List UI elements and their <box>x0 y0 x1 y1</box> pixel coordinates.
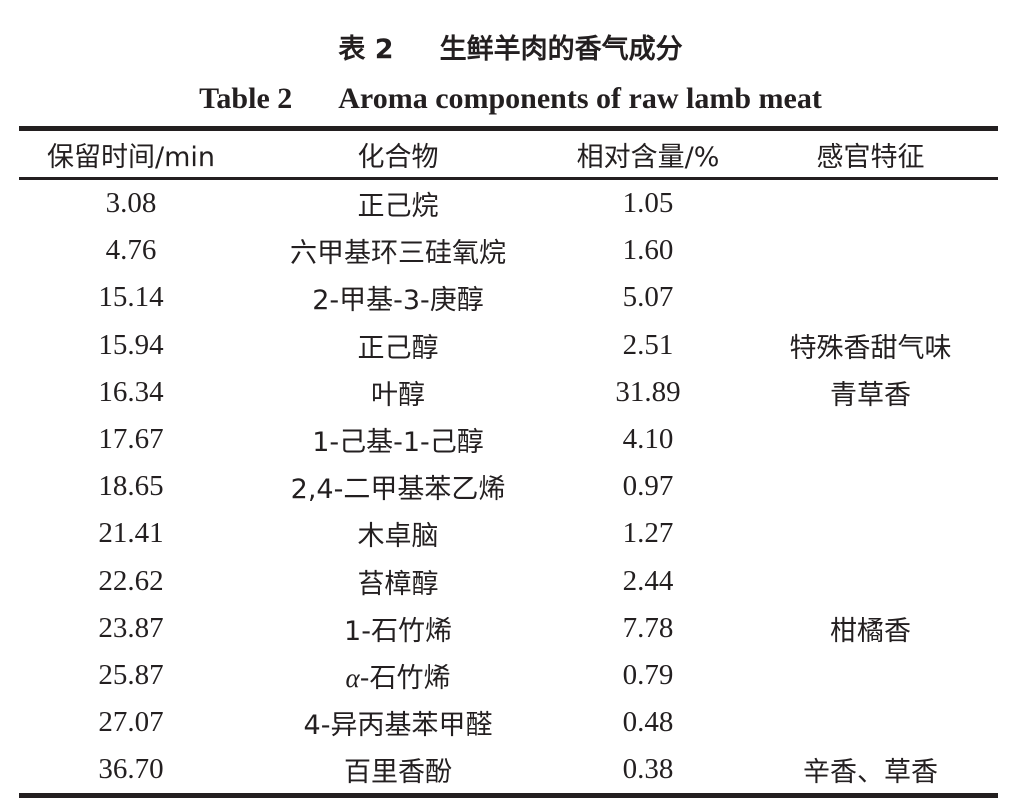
cell-relative-content: 2.44 <box>622 564 674 597</box>
cell-sensory-character <box>743 416 998 463</box>
cell-compound: 叶醇 <box>371 379 425 411</box>
table-row: 23.87 1-石竹烯 7.78 柑橘香 <box>19 605 998 652</box>
table-row: 27.07 4-异丙基苯甲醛 0.48 <box>19 699 998 746</box>
cell-retention-time: 17.67 <box>98 423 164 456</box>
cell-compound: 六甲基环三硅氧烷 <box>290 238 506 270</box>
cell-relative-content: 5.07 <box>622 281 674 314</box>
cell-sensory-character: 辛香、草香 <box>803 757 938 789</box>
cell-compound: 1-己基-1-己醇 <box>312 427 484 459</box>
alpha-prefix: α <box>345 662 360 693</box>
header-relative-content: 相对含量/% <box>576 141 720 173</box>
cell-retention-time: 22.62 <box>98 564 164 597</box>
table-row: 4.76 六甲基环三硅氧烷 1.60 <box>19 227 998 274</box>
cell-relative-content: 4.10 <box>622 423 674 456</box>
cell-retention-time: 23.87 <box>98 611 164 644</box>
cell-relative-content: 31.89 <box>615 375 681 408</box>
cell-compound: 百里香酚 <box>344 757 452 789</box>
cell-sensory-character: 特殊香甜气味 <box>789 332 952 364</box>
cell-sensory-character <box>743 227 998 274</box>
table-caption-english: Table 2 Aroma components of raw lamb meat <box>0 78 1021 120</box>
cell-compound: 4-异丙基苯甲醛 <box>303 710 493 742</box>
cell-compound: 木卓脑 <box>357 521 439 553</box>
cell-sensory-character <box>743 463 998 510</box>
cell-relative-content: 1.60 <box>622 234 674 267</box>
cell-relative-content: 7.78 <box>622 611 674 644</box>
aroma-components-table: 保留时间/min 化合物 相对含量/% 感官特征 3.08 正己烷 1.05 4.76… <box>19 126 998 798</box>
table-row: 36.70 百里香酚 0.38 辛香、草香 <box>19 746 998 796</box>
cell-sensory-character <box>743 274 998 321</box>
cell-relative-content: 1.27 <box>622 517 674 550</box>
table-row: 18.65 2,4-二甲基苯乙烯 0.97 <box>19 463 998 510</box>
cell-retention-time: 15.94 <box>98 328 164 361</box>
cell-sensory-character <box>743 510 998 557</box>
header-retention-time: 保留时间/min <box>46 141 215 173</box>
table-row: 15.14 2-甲基-3-庚醇 5.07 <box>19 274 998 321</box>
cell-retention-time: 18.65 <box>98 470 164 503</box>
cell-relative-content: 2.51 <box>622 328 674 361</box>
table-title-english: Aroma components of raw lamb meat <box>338 82 822 115</box>
table-header-row: 保留时间/min 化合物 相对含量/% 感官特征 <box>19 128 998 179</box>
cell-relative-content: 0.38 <box>622 753 674 786</box>
cell-sensory-character: 柑橘香 <box>830 615 911 647</box>
table-row: 3.08 正己烷 1.05 <box>19 179 998 228</box>
cell-retention-time: 4.76 <box>105 234 157 267</box>
cell-retention-time: 16.34 <box>98 375 164 408</box>
cell-relative-content: 0.79 <box>622 658 674 691</box>
table-body: 3.08 正己烷 1.05 4.76 六甲基环三硅氧烷 1.60 15.14 2-甲基-3-庚… <box>19 179 998 796</box>
table-row: 21.41 木卓脑 1.27 <box>19 510 998 557</box>
cell-retention-time: 21.41 <box>98 517 164 550</box>
cell-sensory-character <box>743 558 998 605</box>
cell-retention-time: 3.08 <box>105 187 157 220</box>
cell-compound: 苔樟醇 <box>357 568 439 600</box>
table-row: 16.34 叶醇 31.89 青草香 <box>19 369 998 416</box>
table-caption-chinese: 表 2 生鲜羊肉的香气成分 <box>0 30 1021 70</box>
cell-relative-content: 0.48 <box>622 706 674 739</box>
cell-compound: 正己烷 <box>357 191 439 223</box>
cell-compound: 正己醇 <box>357 332 439 364</box>
cell-relative-content: 1.05 <box>622 187 674 220</box>
table-number-chinese: 表 2 <box>338 34 394 65</box>
table-number-english: Table 2 <box>199 82 293 115</box>
cell-relative-content: 0.97 <box>622 470 674 503</box>
cell-compound: 2,4-二甲基苯乙烯 <box>290 474 506 506</box>
cell-compound: 1-石竹烯 <box>344 615 452 647</box>
table-row: 25.87 α-石竹烯 0.79 <box>19 652 998 699</box>
cell-sensory-character: 青草香 <box>830 379 911 411</box>
cell-retention-time: 27.07 <box>98 706 164 739</box>
table-row: 15.94 正己醇 2.51 特殊香甜气味 <box>19 322 998 369</box>
table-title-chinese: 生鲜羊肉的香气成分 <box>439 34 683 65</box>
table-row: 22.62 苔樟醇 2.44 <box>19 558 998 605</box>
header-compound: 化合物 <box>357 141 439 173</box>
header-sensory-character: 感官特征 <box>816 141 925 173</box>
cell-compound: α-石竹烯 <box>345 662 451 694</box>
cell-compound: 2-甲基-3-庚醇 <box>312 285 484 317</box>
cell-retention-time: 15.14 <box>98 281 164 314</box>
cell-sensory-character <box>743 179 998 228</box>
cell-retention-time: 25.87 <box>98 658 164 691</box>
cell-sensory-character <box>743 652 998 699</box>
cell-sensory-character <box>743 699 998 746</box>
table-row: 17.67 1-己基-1-己醇 4.10 <box>19 416 998 463</box>
cell-retention-time: 36.70 <box>98 753 164 786</box>
